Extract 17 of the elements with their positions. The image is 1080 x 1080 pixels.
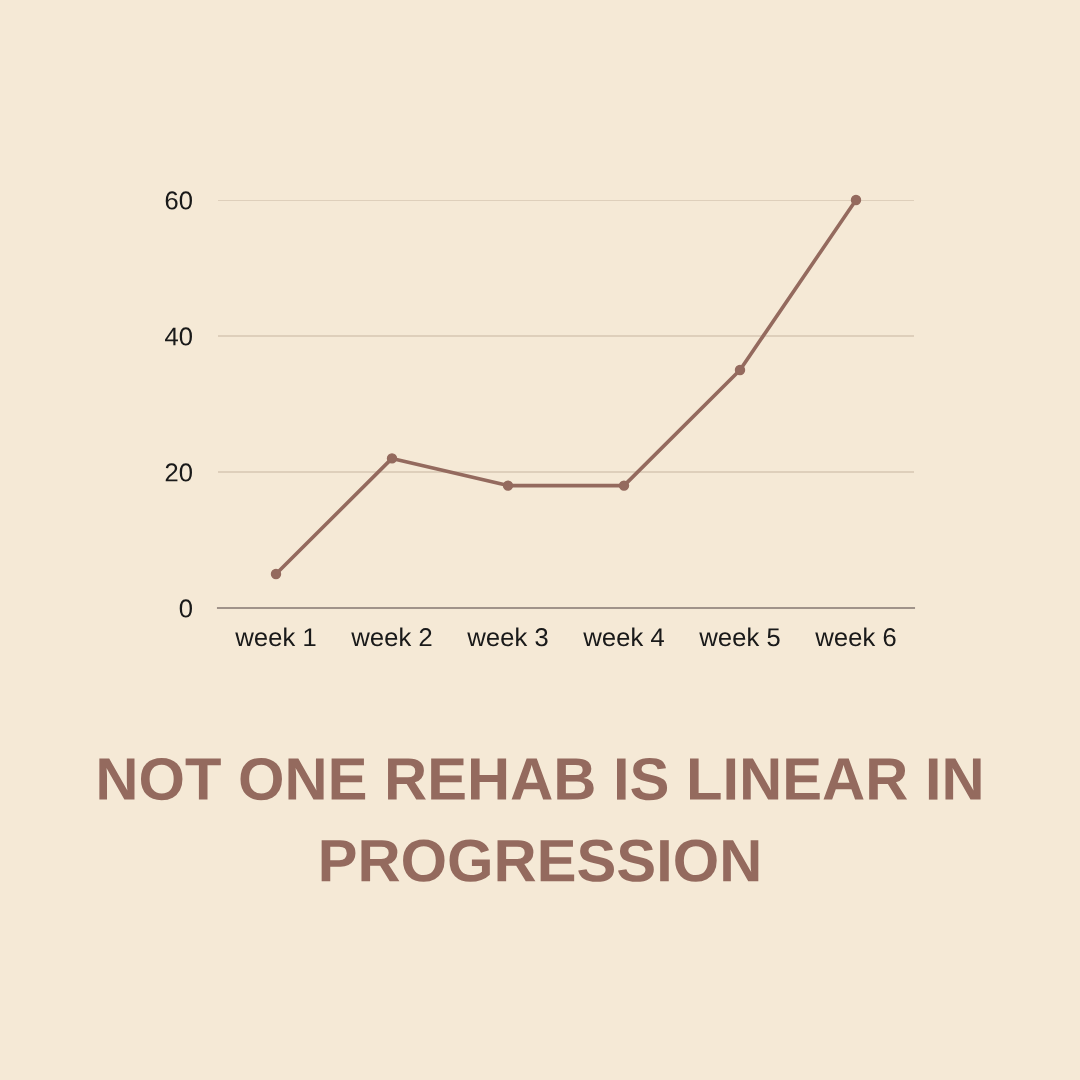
point [270,568,282,580]
y-tick-label: 40 [165,327,192,346]
y-tick-label: 60 [165,191,192,210]
x-tick-label: week 1 [235,627,316,647]
point [850,194,862,206]
point [386,453,398,464]
x-tick-label: week 5 [699,627,780,647]
text: NOT ONE REHAB IS LINEAR IN PROGRESSION [99,757,981,882]
x-tick-label: week 4 [583,627,664,647]
point [502,480,514,491]
x-tick-label: week 2 [351,627,432,647]
y-tick-label: 20 [165,463,192,482]
point [734,364,746,376]
x-tick-label: week 3 [467,627,548,647]
x-tick-label: week 6 [815,627,896,647]
point [618,480,630,491]
y-tick-label: 0 [179,599,192,618]
